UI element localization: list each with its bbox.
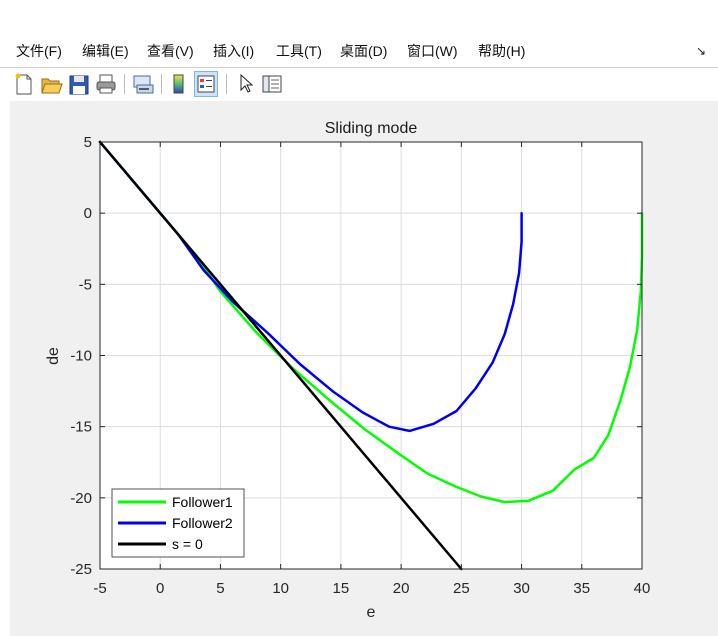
legend-label-follower2: Follower2 [172, 515, 233, 531]
colorbar-icon[interactable] [167, 71, 191, 97]
y-tick-label: -10 [70, 348, 92, 365]
y-tick-label: -25 [70, 561, 92, 578]
y-tick-label: -20 [70, 490, 92, 507]
x-tick-label: 30 [513, 580, 530, 597]
chart-title: Sliding mode [325, 120, 418, 137]
menu-file[interactable]: 文件(F) [16, 43, 62, 59]
save-icon[interactable] [67, 71, 91, 97]
x-tick-label: 10 [272, 580, 289, 597]
x-tick-label: 35 [573, 580, 590, 597]
property-inspector-icon[interactable] [260, 71, 284, 97]
open-file-icon[interactable] [39, 71, 63, 97]
legend-label-follower1: Follower1 [172, 494, 233, 510]
menu-window[interactable]: 窗口(W) [407, 43, 458, 59]
x-axis-label: e [367, 604, 376, 621]
x-tick-label: 25 [453, 580, 470, 597]
dock-arrow-icon[interactable]: ↘ [695, 44, 706, 58]
pointer-icon[interactable] [233, 71, 257, 97]
link-plot-icon[interactable] [131, 71, 155, 97]
menu-insert[interactable]: 插入(I) [213, 43, 255, 59]
toolbar-separator [161, 74, 162, 94]
x-tick-label: 15 [333, 580, 350, 597]
y-tick-label: -5 [79, 276, 92, 293]
series-s0-line [98, 140, 463, 571]
x-tick-label: 40 [634, 580, 651, 597]
legend[interactable]: Follower1 Follower2 s = 0 [111, 488, 245, 558]
y-axis-label: de [45, 347, 62, 365]
menu-desktop[interactable]: 桌面(D) [340, 43, 388, 59]
menu-help[interactable]: 帮助(H) [478, 43, 526, 59]
x-tick-label: 20 [393, 580, 410, 597]
x-tick-label: 0 [156, 580, 164, 597]
new-figure-icon[interactable] [12, 71, 36, 97]
legend-icon[interactable] [194, 71, 218, 97]
print-icon[interactable] [94, 71, 118, 97]
y-tick-label: -15 [70, 419, 92, 436]
series-layer [98, 140, 644, 571]
toolbar-separator [226, 74, 227, 94]
legend-label-s0: s = 0 [172, 536, 203, 552]
tick-marks [99, 141, 643, 570]
y-tick-label: 5 [84, 134, 92, 151]
menu-view[interactable]: 查看(V) [147, 43, 194, 59]
x-tick-label: -5 [93, 580, 106, 597]
x-tick-label: 5 [216, 580, 224, 597]
menu-bar: 文件(F) 编辑(E) 查看(V) 插入(I) 工具(T) 桌面(D) 窗口(W… [0, 36, 718, 66]
toolbar [0, 67, 718, 101]
menu-tools[interactable]: 工具(T) [276, 43, 322, 59]
menu-edit[interactable]: 编辑(E) [82, 43, 129, 59]
y-tick-label: 0 [84, 205, 92, 222]
toolbar-separator [124, 74, 125, 94]
tick-labels: -5 0 5 10 15 20 25 30 35 40 5 0 -5 -10 -15 -20 -25 [70, 134, 650, 597]
